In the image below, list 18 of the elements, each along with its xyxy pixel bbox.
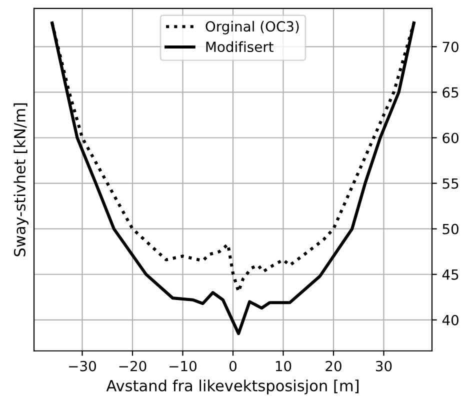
y-tick-label: 60 — [442, 132, 458, 144]
y-tick-label: 65 — [442, 87, 458, 98]
y-tick-label: 70 — [442, 42, 458, 52]
y-tick-label: 45 — [442, 270, 458, 280]
x-tick-label: −30 — [69, 360, 96, 372]
y-axis-title: Sway-stivhet [kN/m] — [14, 103, 28, 256]
x-axis-title: Avstand fra likevektsposisjon [m] — [106, 380, 358, 394]
x-tick-label: 30 — [376, 360, 392, 372]
x-tick-label: 10 — [276, 360, 292, 372]
legend-label: Orginal (OC3) — [206, 20, 299, 34]
legend-label: Modifisert — [206, 41, 274, 52]
y-tick-label: 40 — [442, 314, 458, 326]
x-tick-label: 0 — [229, 360, 236, 372]
y-tick-label: 50 — [442, 224, 458, 234]
x-tick-label: 20 — [326, 360, 342, 372]
x-tick-label: −20 — [119, 360, 146, 372]
y-tick-label: 55 — [442, 178, 458, 189]
x-tick-label: −10 — [170, 360, 196, 372]
